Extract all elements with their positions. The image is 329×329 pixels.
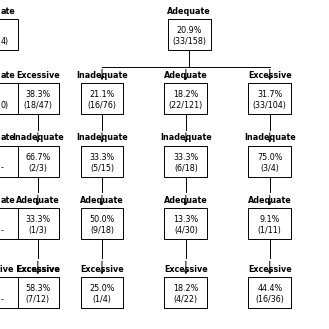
Text: 25.0%: 25.0% xyxy=(89,284,115,293)
Text: -: - xyxy=(0,295,3,304)
Text: (2/3): (2/3) xyxy=(28,164,47,173)
Text: Inadequate: Inadequate xyxy=(244,133,296,142)
Text: Excessive: Excessive xyxy=(16,71,60,80)
Text: 33.3%: 33.3% xyxy=(173,153,198,162)
Text: (4/30): (4/30) xyxy=(174,226,198,235)
Text: (33/104): (33/104) xyxy=(253,101,287,110)
Text: (1/4): (1/4) xyxy=(92,295,112,304)
Text: Adequate: Adequate xyxy=(80,196,124,205)
FancyBboxPatch shape xyxy=(16,208,59,240)
Text: (3/4): (3/4) xyxy=(260,164,279,173)
Text: 38.3%: 38.3% xyxy=(25,90,50,99)
Text: 44.4%: 44.4% xyxy=(257,284,282,293)
FancyBboxPatch shape xyxy=(16,145,59,177)
Text: Adequate: Adequate xyxy=(164,71,208,80)
Text: (4/22): (4/22) xyxy=(174,295,198,304)
FancyBboxPatch shape xyxy=(0,145,18,177)
FancyBboxPatch shape xyxy=(81,83,123,114)
FancyBboxPatch shape xyxy=(164,145,207,177)
FancyBboxPatch shape xyxy=(0,208,18,240)
Text: Inadequate: Inadequate xyxy=(76,133,128,142)
Text: 31.7%: 31.7% xyxy=(257,90,283,99)
Text: 75.0%: 75.0% xyxy=(257,153,283,162)
FancyBboxPatch shape xyxy=(164,208,207,240)
Text: (18/47): (18/47) xyxy=(23,101,52,110)
Text: -: - xyxy=(0,164,3,173)
FancyBboxPatch shape xyxy=(81,208,123,240)
Text: Excessive: Excessive xyxy=(248,265,291,274)
Text: (7/12): (7/12) xyxy=(26,295,50,304)
FancyBboxPatch shape xyxy=(248,83,291,114)
Text: 9.1%: 9.1% xyxy=(260,215,280,224)
FancyBboxPatch shape xyxy=(0,83,18,114)
Text: (16/36): (16/36) xyxy=(255,295,284,304)
Text: Excessive: Excessive xyxy=(164,265,208,274)
Text: (33/158): (33/158) xyxy=(172,37,206,46)
Text: (1/11): (1/11) xyxy=(258,226,282,235)
Text: ate: ate xyxy=(0,133,15,142)
Text: 50.0%: 50.0% xyxy=(89,215,115,224)
Text: 58.3%: 58.3% xyxy=(25,284,51,293)
FancyBboxPatch shape xyxy=(248,277,291,309)
FancyBboxPatch shape xyxy=(0,277,18,309)
FancyBboxPatch shape xyxy=(248,145,291,177)
FancyBboxPatch shape xyxy=(16,277,59,309)
Text: (6/18): (6/18) xyxy=(174,164,198,173)
Text: 18.2%: 18.2% xyxy=(173,90,199,99)
Text: 33.3%: 33.3% xyxy=(25,215,50,224)
Text: Adequate: Adequate xyxy=(248,196,291,205)
Text: Adequate: Adequate xyxy=(164,196,208,205)
Text: (5/15): (5/15) xyxy=(90,164,114,173)
FancyBboxPatch shape xyxy=(164,83,207,114)
Text: ate: ate xyxy=(0,196,15,205)
Text: 33.3%: 33.3% xyxy=(89,153,114,162)
Text: 21.1%: 21.1% xyxy=(89,90,115,99)
Text: (16/76): (16/76) xyxy=(88,101,116,110)
Text: 20.9%: 20.9% xyxy=(176,26,202,35)
Text: Inadequate: Inadequate xyxy=(76,71,128,80)
FancyBboxPatch shape xyxy=(16,83,59,114)
Text: 66.7%: 66.7% xyxy=(25,153,51,162)
Text: Adequate: Adequate xyxy=(16,196,60,205)
Text: Inadequate: Inadequate xyxy=(160,133,212,142)
Text: -: - xyxy=(0,226,3,235)
Text: Excessive: Excessive xyxy=(16,265,60,274)
FancyBboxPatch shape xyxy=(81,277,123,309)
FancyBboxPatch shape xyxy=(248,208,291,240)
Text: ate: ate xyxy=(0,7,15,15)
FancyBboxPatch shape xyxy=(81,145,123,177)
Text: (1/3): (1/3) xyxy=(28,226,47,235)
Text: 0): 0) xyxy=(0,101,9,110)
Text: Excessive: Excessive xyxy=(248,71,291,80)
Text: 18.2%: 18.2% xyxy=(173,284,199,293)
Text: 13.3%: 13.3% xyxy=(173,215,198,224)
FancyBboxPatch shape xyxy=(0,19,18,50)
Text: Adequate: Adequate xyxy=(167,7,211,15)
FancyBboxPatch shape xyxy=(168,19,211,50)
Text: ate: ate xyxy=(0,71,15,80)
Text: (22/121): (22/121) xyxy=(169,101,203,110)
Text: ive Excessive: ive Excessive xyxy=(0,265,60,274)
Text: Excessive: Excessive xyxy=(80,265,124,274)
Text: Inadequate: Inadequate xyxy=(12,133,64,142)
Text: (9/18): (9/18) xyxy=(90,226,114,235)
Text: 4): 4) xyxy=(0,37,9,46)
FancyBboxPatch shape xyxy=(164,277,207,309)
